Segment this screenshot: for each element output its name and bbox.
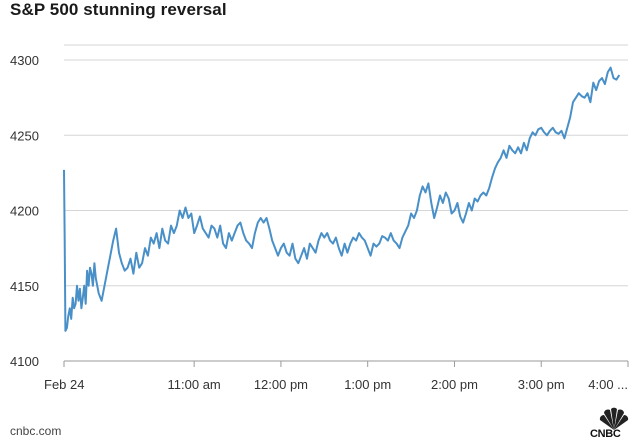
brand-logo-text: CNBC bbox=[590, 428, 621, 440]
source-label: cnbc.com bbox=[10, 424, 62, 438]
x-tick-label: 1:00 pm bbox=[344, 377, 391, 392]
y-tick-label: 4300 bbox=[10, 53, 39, 68]
peacock-logo-icon bbox=[599, 407, 629, 430]
x-tick-label: 2:00 pm bbox=[431, 377, 478, 392]
x-tick-label: 4:00 ... bbox=[588, 377, 628, 392]
chart-title: S&P 500 stunning reversal bbox=[10, 0, 227, 19]
x-tick-label: 11:00 am bbox=[168, 377, 221, 392]
gridlines bbox=[64, 44, 628, 362]
y-tick-label: 4250 bbox=[10, 128, 39, 143]
series-line bbox=[63, 66, 621, 332]
x-tick-label: 3:00 pm bbox=[518, 377, 565, 392]
y-tick-label: 4100 bbox=[10, 354, 39, 369]
x-tick-label: Feb 24 bbox=[44, 377, 84, 392]
x-tick-label: 12:00 pm bbox=[254, 377, 308, 392]
y-tick-label: 4150 bbox=[10, 279, 39, 294]
x-axis-ticks: Feb 24 11:00 am 12:00 pm 1:00 pm 2:00 pm 3:00… bbox=[44, 361, 629, 392]
y-tick-label: 4200 bbox=[10, 204, 39, 219]
y-axis-ticks: 4100 4150 4200 4250 4300 bbox=[10, 53, 39, 369]
